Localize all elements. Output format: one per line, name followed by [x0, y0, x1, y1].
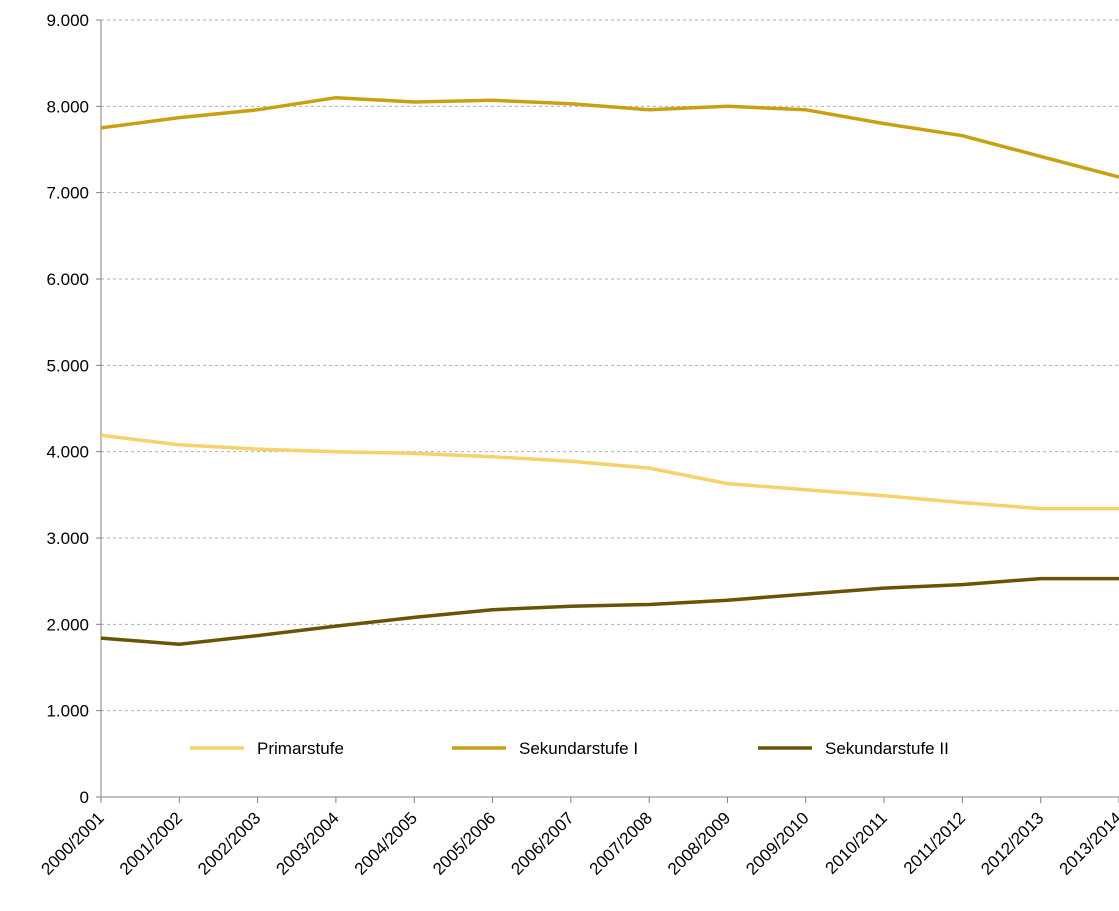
x-tick-label: 2007/2008 [586, 808, 656, 878]
legend-label: Primarstufe [257, 739, 344, 758]
x-tick-label: 2009/2010 [742, 808, 812, 878]
y-tick-label: 8.000 [46, 97, 89, 116]
x-tick-label: 2013/2014 [1056, 808, 1119, 878]
x-tick-label: 2000/2001 [38, 808, 108, 878]
series-lines [100, 95, 1119, 646]
y-tick-label: 6.000 [46, 270, 89, 289]
x-tick-label: 2010/2011 [822, 808, 891, 877]
y-tick-label: 1.000 [46, 702, 89, 721]
x-tick-label: 2004/2005 [351, 808, 421, 878]
series-line [100, 433, 1119, 511]
x-tick-label: 2003/2004 [272, 808, 342, 878]
x-tick-label: 2002/2003 [194, 808, 264, 878]
x-tick-label: 2005/2006 [429, 808, 499, 878]
y-tick-label: 9.000 [46, 11, 89, 30]
gridlines [101, 19, 1119, 712]
x-tick-label: 2006/2007 [507, 808, 577, 878]
x-tick-label: 2001/2002 [116, 808, 186, 878]
x-tick-label: 2011/2012 [900, 808, 969, 877]
series-line [100, 95, 1119, 179]
y-tick-label: 5.000 [46, 356, 89, 375]
x-tick-label: 2012/2013 [977, 808, 1047, 878]
x-tick-labels: 2000/2001 2001/2002 2002/2003 2003/2004 2004… [38, 808, 1119, 878]
y-tick-label: 7.000 [46, 184, 89, 203]
y-tick-label: 4.000 [46, 443, 89, 462]
x-tick-label: 2008/2009 [664, 808, 734, 878]
series-line [100, 576, 1119, 646]
y-tick-labels: 0 1.000 2.000 3.000 4.000 5.000 6.000 7.000 8.00… [46, 11, 89, 807]
legend: Primarstufe Sekundarstufe I Sekundarstufe … [190, 739, 949, 758]
legend-label: Sekundarstufe I [519, 739, 638, 758]
y-tick-label: 2.000 [46, 615, 89, 634]
axes [96, 19, 1119, 803]
y-tick-label: 3.000 [46, 529, 89, 548]
y-tick-label: 0 [80, 788, 89, 807]
legend-label: Sekundarstufe II [825, 739, 949, 758]
